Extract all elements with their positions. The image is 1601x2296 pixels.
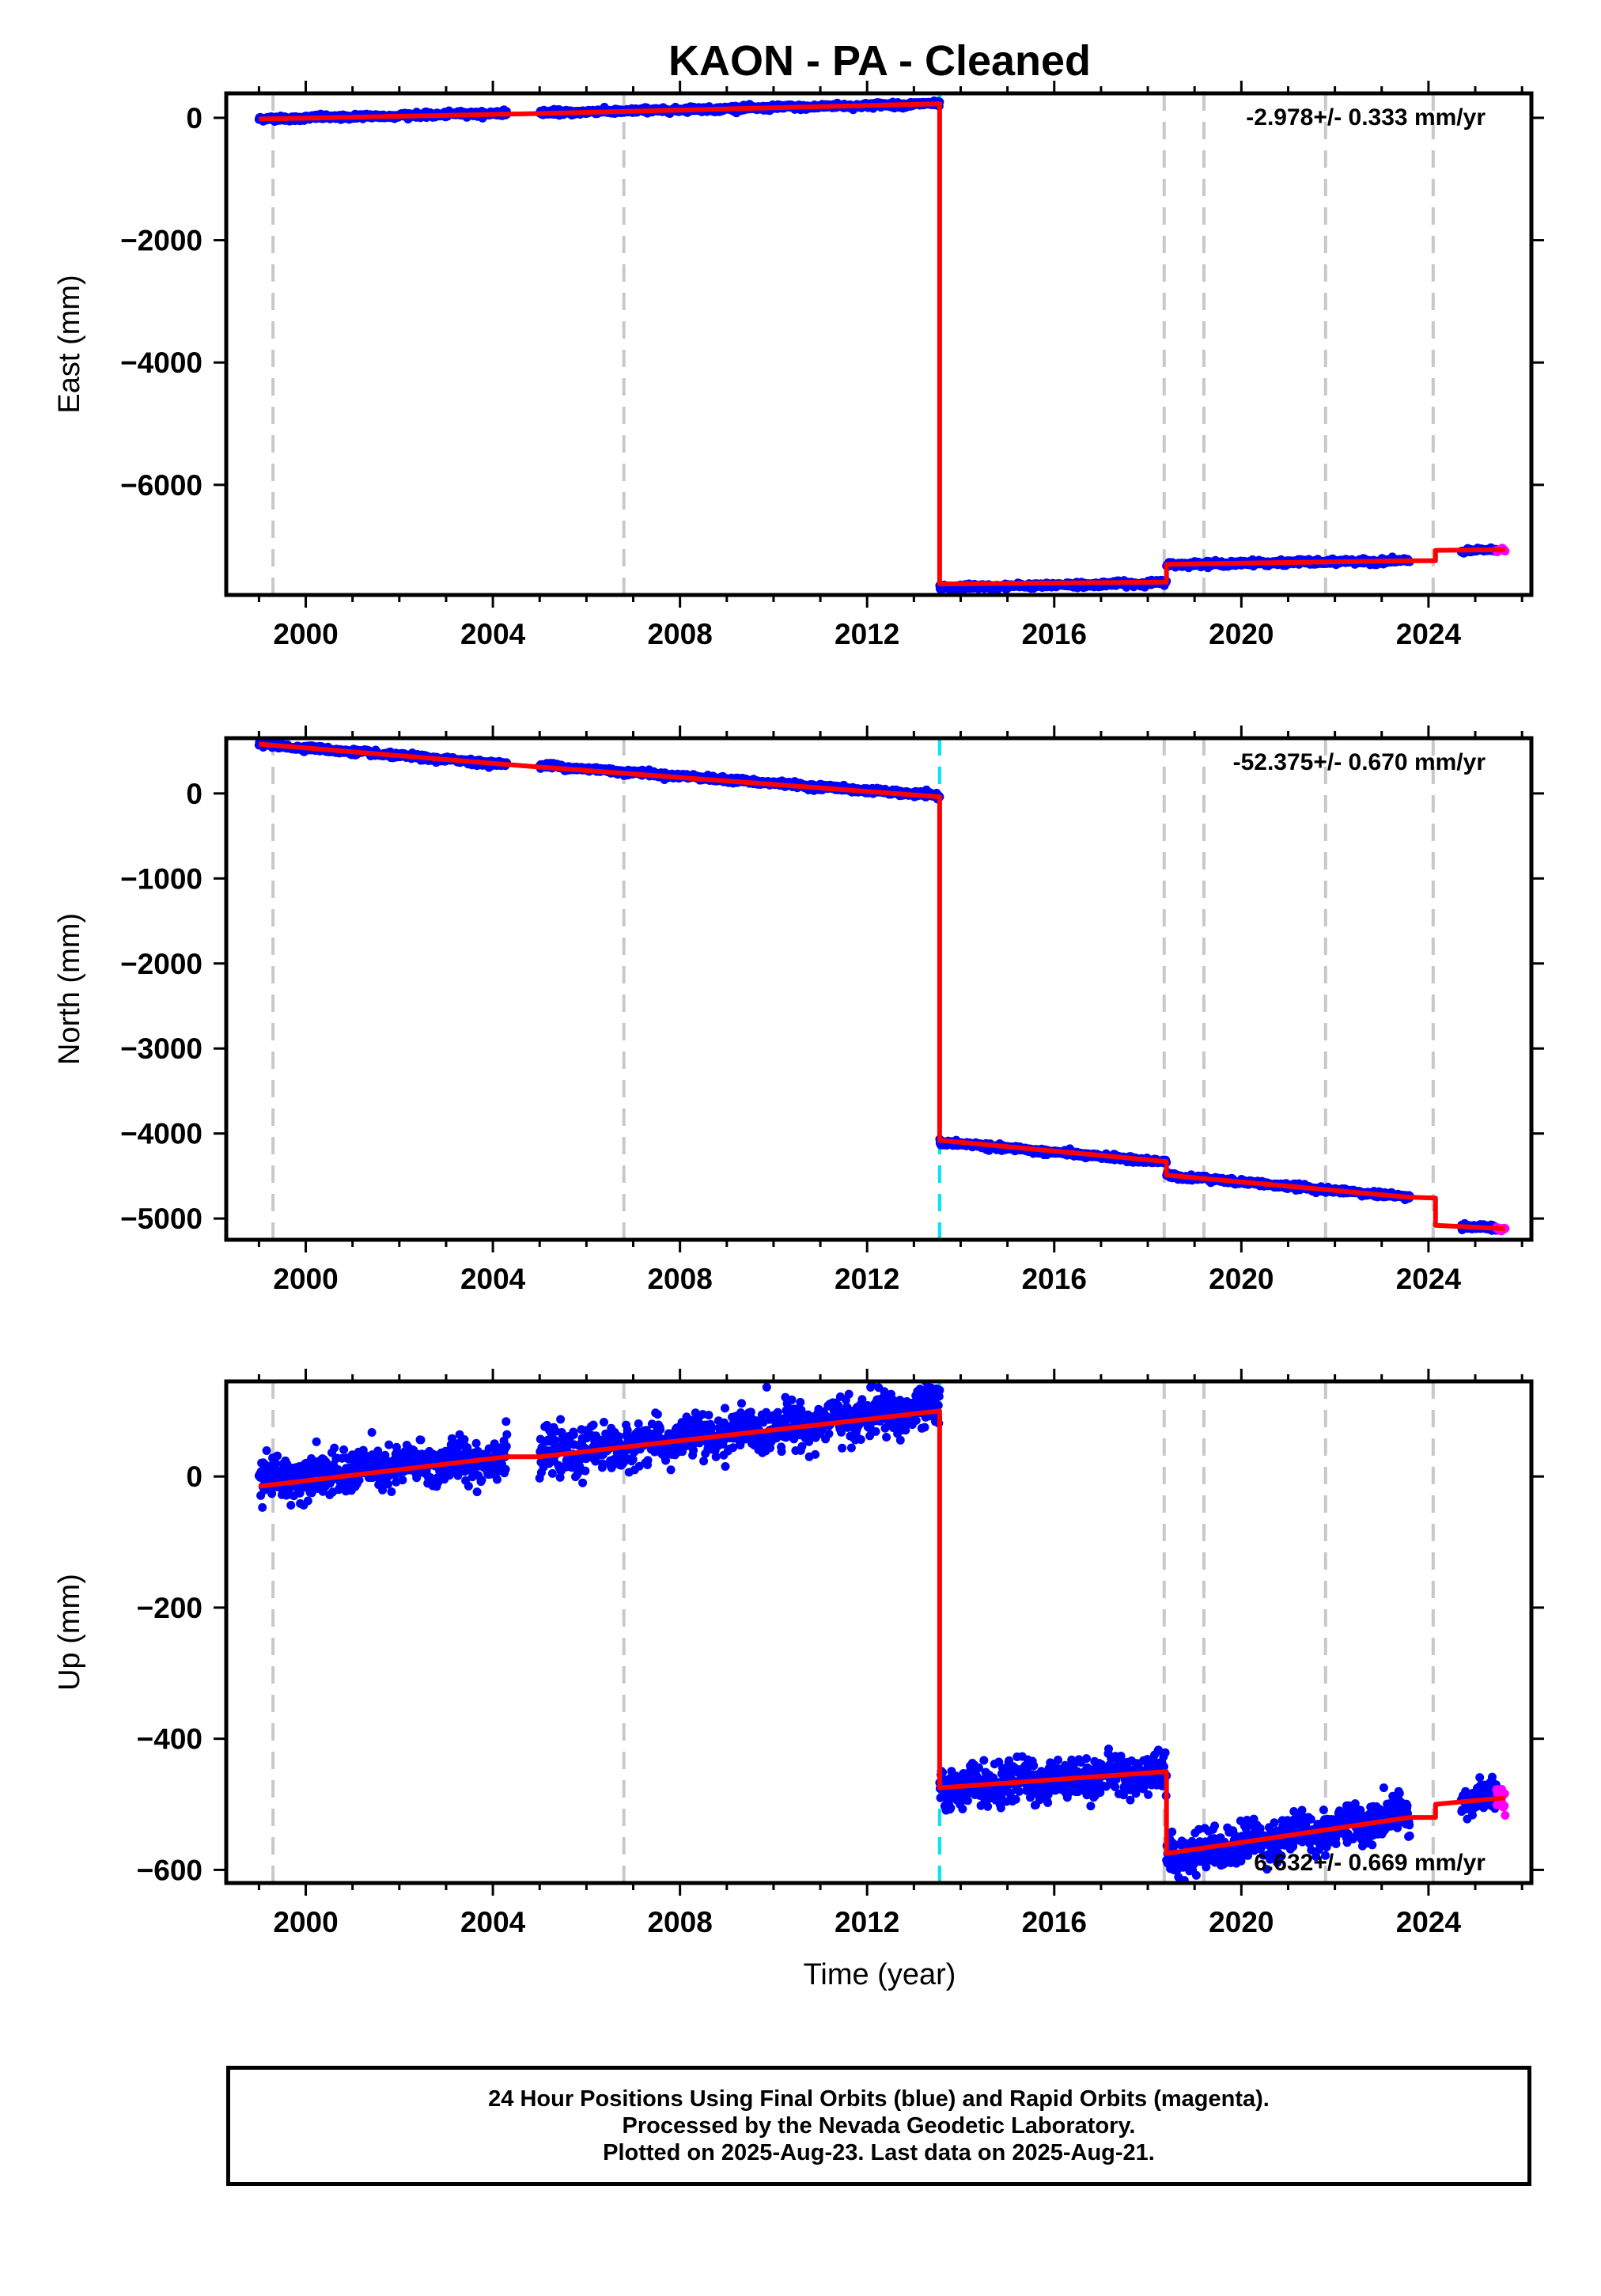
chart-title: KAON - PA - Cleaned [668,37,1091,85]
east-x-tick-label: 2004 [460,618,526,650]
east-x-tick-label: 2020 [1209,618,1274,650]
east-model-line [259,101,1505,587]
east-x-tick-label: 2008 [647,618,712,650]
north-data-points [254,738,1510,1236]
east-data-points [254,96,1510,594]
east-y-tick-label: 0 [186,102,202,135]
east-y-tick-label: −4000 [120,347,202,379]
east-y-tick-label: −6000 [120,469,202,502]
panels: 2000 2004 2008 2012 2016 2020 2024 0 −2000 −4000 −… [53,81,1544,1938]
east-x-tick-label: 2016 [1022,618,1087,650]
east-x-tick-label: 2000 [273,618,338,650]
east-x-tick-label: 2012 [835,618,899,650]
east-plot-area [254,93,1510,595]
east-y-axis-label: East (mm) [53,275,86,413]
north-plot-area [254,738,1510,1240]
east-x-tick-label: 2024 [1396,618,1462,650]
east-panel: 2000 2004 2008 2012 2016 2020 2024 0 −2000 −4000 −… [53,81,1544,650]
east-frame [224,91,1534,597]
east-y-tick-label: −2000 [120,225,202,257]
east-rate-label: -2.978+/- 0.333 mm/yr [1246,104,1486,131]
north-panel: 2000 2004 2008 2012 2016 2020 20240−1000−2000−… [53,726,1544,1295]
